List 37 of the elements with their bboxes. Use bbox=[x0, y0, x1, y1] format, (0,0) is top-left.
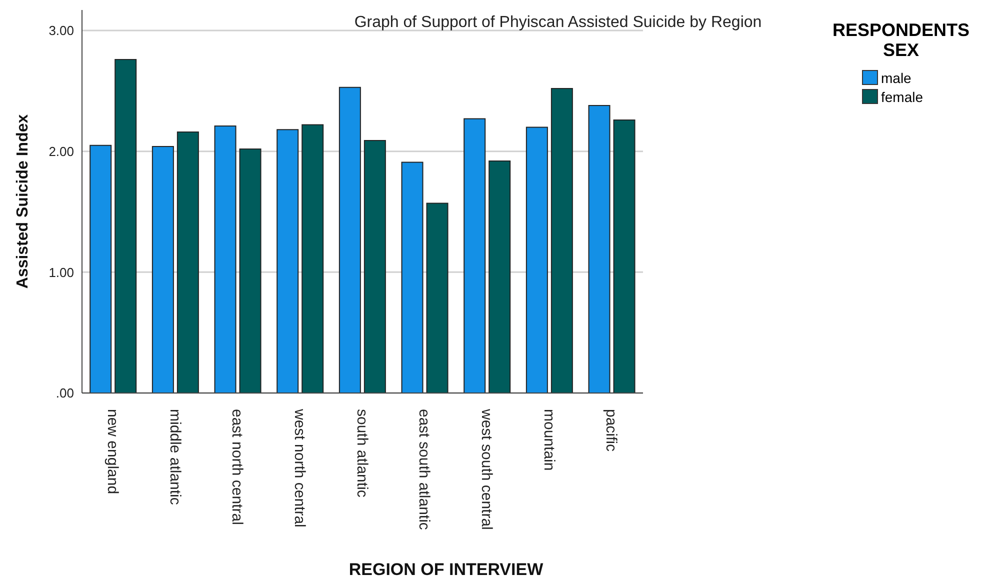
legend-label: female bbox=[881, 88, 924, 104]
bar bbox=[488, 160, 511, 393]
legend-label: male bbox=[881, 70, 912, 86]
bar bbox=[464, 118, 486, 393]
bar bbox=[276, 129, 299, 393]
y-tick-label: 1.00 bbox=[48, 264, 74, 280]
x-tick-label: west north central bbox=[290, 408, 308, 528]
bar bbox=[152, 146, 174, 393]
bar bbox=[550, 88, 573, 393]
bar bbox=[426, 202, 448, 393]
x-tick-label: south atlantic bbox=[353, 409, 370, 498]
bar bbox=[364, 140, 386, 393]
bar bbox=[588, 104, 610, 393]
y-axis-title: Assisted Suicide Index bbox=[14, 114, 32, 289]
y-tick-label: 3.00 bbox=[48, 23, 74, 38]
bar bbox=[90, 144, 112, 393]
x-tick-label: new england bbox=[104, 409, 121, 494]
y-tick-label: 2.00 bbox=[48, 144, 74, 159]
x-tick-label: mountain bbox=[540, 409, 558, 471]
bar bbox=[338, 86, 361, 393]
bar bbox=[214, 125, 236, 393]
x-tick-label: west south central bbox=[478, 408, 495, 530]
chart-title: Graph of Support of Phyiscan Assisted Suicide by Region bbox=[354, 14, 762, 31]
bar bbox=[302, 124, 324, 393]
bar bbox=[239, 148, 262, 393]
bar bbox=[114, 59, 137, 393]
x-tick-label: east south atlantic bbox=[416, 409, 433, 530]
y-tick-label: .00 bbox=[56, 386, 74, 401]
bar bbox=[401, 162, 424, 393]
legend-title: RESPONDENTS SEX bbox=[831, 20, 971, 60]
bar bbox=[526, 126, 548, 393]
x-tick-label: middle atlantic bbox=[166, 409, 184, 506]
bar bbox=[613, 119, 636, 393]
x-tick-label: pacific bbox=[602, 409, 620, 452]
x-tick-label: east north central bbox=[228, 409, 246, 525]
bar bbox=[176, 132, 199, 393]
x-axis-title: REGION OF INTERVIEW bbox=[348, 560, 544, 580]
